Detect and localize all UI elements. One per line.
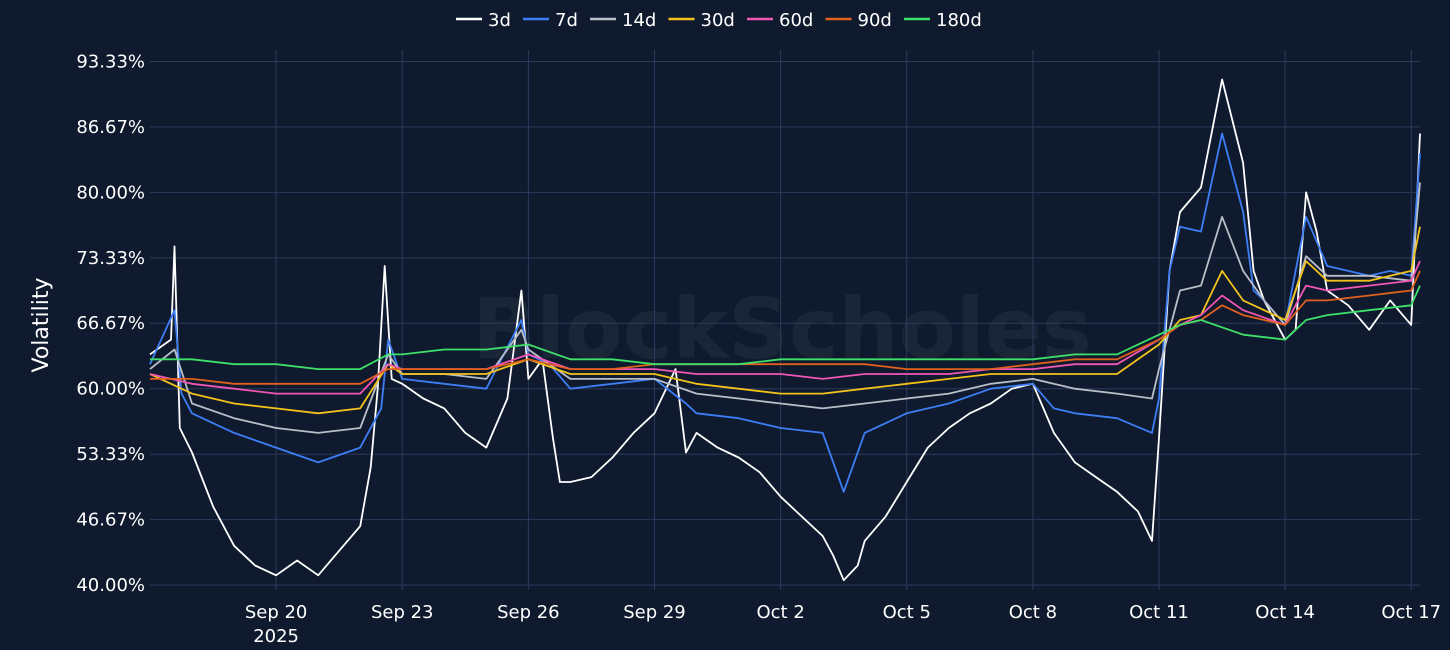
y-tick-label: 53.33% <box>76 444 145 465</box>
series-line-90d <box>150 270 1421 385</box>
x-tick-year-label: 2025 <box>253 626 299 647</box>
series-line-60d <box>149 260 1421 395</box>
watermark: BlockScholes <box>472 280 1092 378</box>
series-line-14d <box>149 182 1421 434</box>
y-tick-label: 73.33% <box>76 248 145 269</box>
y-tick-label: 46.67% <box>76 510 145 531</box>
x-axis-ticks: Sep 20 2025 Sep 23 Sep 26 Sep 29 Oct 2 Oct 5 Oc… <box>245 602 1441 647</box>
legend-label-90d[interactable]: 90d <box>858 10 892 31</box>
y-axis-ticks: 40.00% 46.67% 53.33% 60.00% 66.67% 73.33% 80.0… <box>76 51 145 596</box>
legend-label-30d[interactable]: 30d <box>701 10 735 31</box>
x-tick-label: Oct 8 <box>1009 602 1057 623</box>
y-tick-label: 80.00% <box>76 182 145 203</box>
x-tick-label: Sep 26 <box>497 602 560 623</box>
x-tick-label: Sep 29 <box>623 602 686 623</box>
legend-label-180d[interactable]: 180d <box>936 10 982 31</box>
y-tick-label: 40.00% <box>76 575 145 596</box>
legend-label-60d[interactable]: 60d <box>779 10 813 31</box>
series-line-3d <box>149 78 1421 582</box>
legend-label-14d[interactable]: 14d <box>622 10 656 31</box>
gridlines <box>150 50 1420 590</box>
x-tick-label: Oct 2 <box>756 602 804 623</box>
y-tick-label: 93.33% <box>76 51 145 72</box>
x-tick-label: Oct 5 <box>883 602 931 623</box>
series-line-180d <box>150 285 1421 370</box>
series-line-7d <box>149 132 1421 493</box>
y-tick-label: 86.67% <box>76 117 145 138</box>
x-tick-label: Oct 14 <box>1255 602 1315 623</box>
legend-label-7d[interactable]: 7d <box>555 10 578 31</box>
y-axis-label: Volatility <box>29 277 54 372</box>
x-tick-label: Sep 20 <box>245 602 308 623</box>
y-tick-label: 66.67% <box>76 313 145 334</box>
legend-label-3d[interactable]: 3d <box>488 10 511 31</box>
x-tick-label: Oct 17 <box>1381 602 1441 623</box>
x-tick-label: Oct 11 <box>1129 602 1189 623</box>
legend: 3d 7d 14d 30d 60d 90d 180d <box>456 10 982 31</box>
series-lines <box>149 78 1421 582</box>
x-tick-label: Sep 23 <box>371 602 434 623</box>
y-tick-label: 60.00% <box>76 379 145 400</box>
